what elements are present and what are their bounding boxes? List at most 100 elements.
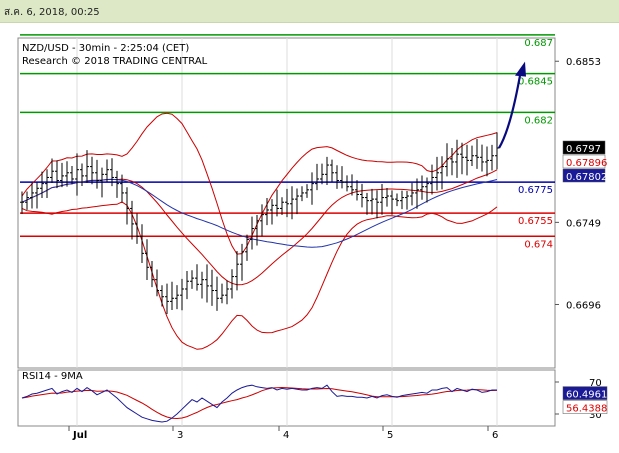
- price-bar: [450, 148, 454, 176]
- price-bar: [355, 180, 359, 201]
- price-bar: [195, 264, 199, 291]
- level-label: 0.674: [524, 239, 553, 250]
- price-tag: 0.67802: [562, 168, 607, 183]
- level-label: 0.682: [524, 115, 553, 126]
- price-bar: [335, 165, 339, 189]
- price-bar: [50, 158, 54, 184]
- price-bar: [300, 186, 304, 202]
- price-bar: [305, 184, 309, 198]
- price-bar: [155, 269, 159, 297]
- price-bar: [95, 159, 99, 189]
- price-bar: [230, 269, 234, 299]
- price-bar: [395, 193, 399, 207]
- rsi-value-label: 60.4961: [566, 390, 607, 401]
- price-bar: [165, 283, 169, 315]
- top-date-bar: ส.ค. 6, 2018, 00:25: [0, 0, 619, 23]
- x-tick-label: 5: [387, 430, 393, 441]
- price-bar: [70, 165, 74, 185]
- price-bar: [270, 199, 274, 225]
- price-bar: [330, 159, 334, 182]
- price-bar: [30, 182, 34, 209]
- price-bar: [320, 163, 324, 185]
- price-tag: 0.67896: [562, 154, 607, 169]
- price-bar: [150, 260, 154, 288]
- price-bar: [480, 144, 484, 172]
- price-bar: [410, 182, 414, 206]
- price-bar: [160, 285, 164, 307]
- price-bar: [255, 215, 259, 246]
- price-bar: [310, 172, 314, 205]
- price-bar: [45, 169, 49, 198]
- price-tick-label: 0.6853: [566, 57, 601, 68]
- price-bar: [170, 281, 174, 311]
- price-bar: [250, 216, 254, 250]
- price-bar: [455, 139, 459, 178]
- price-bar: [470, 145, 474, 166]
- price-bar: [265, 198, 269, 226]
- research-label: Research © 2018 TRADING CENTRAL: [22, 56, 208, 67]
- price-bar: [430, 164, 434, 195]
- price-bar: [370, 188, 374, 215]
- price-bar: [100, 167, 104, 198]
- level-label: 0.687: [524, 38, 553, 49]
- price-bar: [285, 188, 289, 218]
- price-bar: [460, 142, 464, 175]
- price-bar: [180, 278, 184, 311]
- price-bar: [125, 187, 129, 225]
- x-tick-label: 3: [177, 430, 183, 441]
- price-bar: [275, 189, 279, 217]
- price-bar: [400, 190, 404, 210]
- x-tick-label: 6: [492, 430, 498, 441]
- price-bar: [65, 161, 69, 187]
- forecast-arrowhead: [515, 61, 526, 77]
- price-bar: [90, 156, 94, 185]
- price-bar: [465, 144, 469, 176]
- level-label: 0.6755: [518, 216, 553, 227]
- price-bar: [495, 132, 499, 170]
- price-bar: [475, 139, 479, 169]
- price-bar: [200, 271, 204, 299]
- price-bar: [380, 184, 384, 215]
- price-bar: [75, 153, 79, 196]
- forecast-arrow: [498, 69, 523, 149]
- rsi-line: [21, 384, 497, 423]
- price-bar: [85, 150, 89, 183]
- rsi-value-tag: 60.4961: [562, 386, 607, 401]
- price-bar: [445, 143, 449, 177]
- price-bar: [295, 188, 299, 215]
- price-bar: [435, 156, 439, 191]
- price-bar: [425, 177, 429, 203]
- price-bar: [340, 166, 344, 189]
- price-tag-label: 0.67896: [566, 158, 607, 169]
- price-bar: [140, 224, 144, 263]
- level-label: 0.6845: [518, 77, 553, 88]
- price-bar: [240, 243, 244, 281]
- price-bar: [130, 200, 134, 240]
- price-bar: [185, 271, 189, 300]
- price-bar: [25, 191, 29, 210]
- x-tick-label: 4: [283, 430, 289, 441]
- rsi-title: RSI14 - 9MA: [22, 371, 83, 382]
- price-bar: [315, 163, 319, 191]
- price-bar: [110, 158, 114, 187]
- price-bar: [390, 190, 394, 215]
- rsi-value-label: 56.4388: [566, 404, 607, 415]
- rsi-ma-line: [21, 386, 498, 420]
- price-bar: [120, 174, 124, 202]
- price-bar: [190, 270, 194, 289]
- price-bar: [345, 175, 349, 192]
- price-bar: [235, 251, 239, 291]
- rsi-value-tag: 56.4388: [562, 400, 607, 415]
- price-bar: [350, 174, 354, 196]
- price-bar: [55, 160, 59, 189]
- price-bar: [80, 163, 84, 187]
- x-tick-label: Jul: [72, 430, 87, 441]
- price-bar: [205, 264, 209, 303]
- price-bar: [40, 171, 44, 199]
- date-time-label: ส.ค. 6, 2018, 00:25: [4, 7, 100, 18]
- price-bar: [260, 204, 264, 237]
- price-bar: [405, 191, 409, 210]
- price-bar: [420, 175, 424, 200]
- rsi-tick-label: 70: [589, 378, 602, 389]
